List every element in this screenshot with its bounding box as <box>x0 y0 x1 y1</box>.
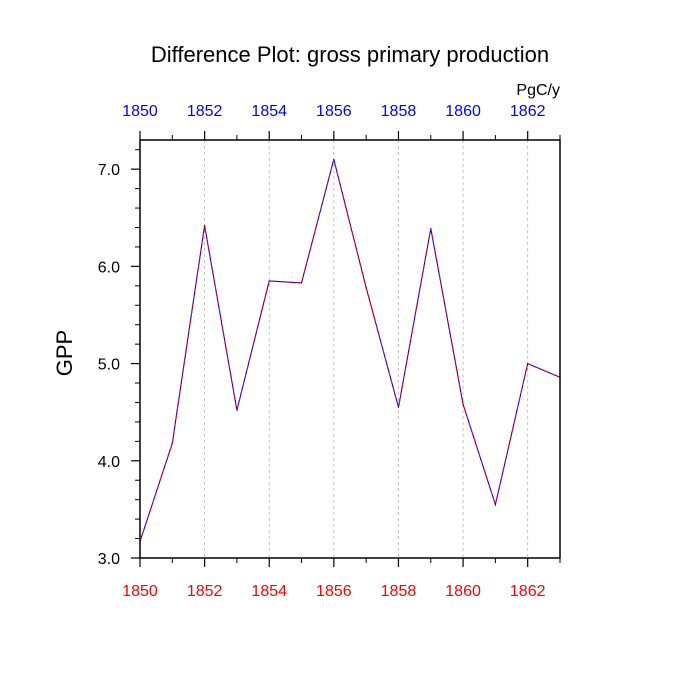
data-point <box>527 362 529 365</box>
x-tick-label-top: 1856 <box>316 103 352 120</box>
data-point <box>204 224 206 227</box>
x-tick-label-bottom: 1850 <box>122 583 158 600</box>
chart-title: Difference Plot: gross primary productio… <box>151 42 549 67</box>
axis-ticks <box>131 131 561 567</box>
x-tick-label-bottom: 1856 <box>316 583 352 600</box>
y-axis-label: GPP <box>52 330 77 376</box>
data-point <box>268 280 270 282</box>
y-tick-label: 3.0 <box>98 551 120 568</box>
y-tick-label: 5.0 <box>98 357 120 374</box>
units-label: PgC/y <box>516 82 560 99</box>
y-tick-label: 7.0 <box>98 162 120 179</box>
data-point <box>365 287 367 289</box>
x-tick-label-top: 1858 <box>381 103 417 120</box>
x-tick-label-top: 1850 <box>122 103 158 120</box>
data-point <box>462 403 464 406</box>
data-point <box>494 503 496 506</box>
x-tick-label-top: 1854 <box>251 103 287 120</box>
series-line <box>139 159 561 542</box>
x-tick-label-bottom: 1862 <box>510 583 546 600</box>
data-point <box>397 406 400 408</box>
plot-frame <box>139 139 561 559</box>
x-tick-label-bottom: 1852 <box>187 583 223 600</box>
series-layer <box>139 158 561 543</box>
y-tick-label: 4.0 <box>98 454 120 471</box>
x-tick-label-top: 1860 <box>445 103 481 120</box>
y-tick-label: 6.0 <box>98 259 120 276</box>
x-tick-label-top: 1852 <box>187 103 223 120</box>
series-line-overlay <box>139 159 561 542</box>
x-tick-label-bottom: 1860 <box>445 583 481 600</box>
data-point <box>430 227 432 230</box>
x-tick-label-bottom: 1858 <box>381 583 417 600</box>
data-point <box>300 282 303 284</box>
x-tick-label-bottom: 1854 <box>251 583 287 600</box>
x-tick-label-top: 1862 <box>510 103 546 120</box>
grid-lines <box>204 140 529 558</box>
tick-labels: 1850 1850 1852 1852 1854 1854 1856 1856 1858 1858… <box>98 103 546 600</box>
data-point <box>236 409 238 411</box>
data-point <box>171 442 173 444</box>
data-point <box>333 158 335 161</box>
